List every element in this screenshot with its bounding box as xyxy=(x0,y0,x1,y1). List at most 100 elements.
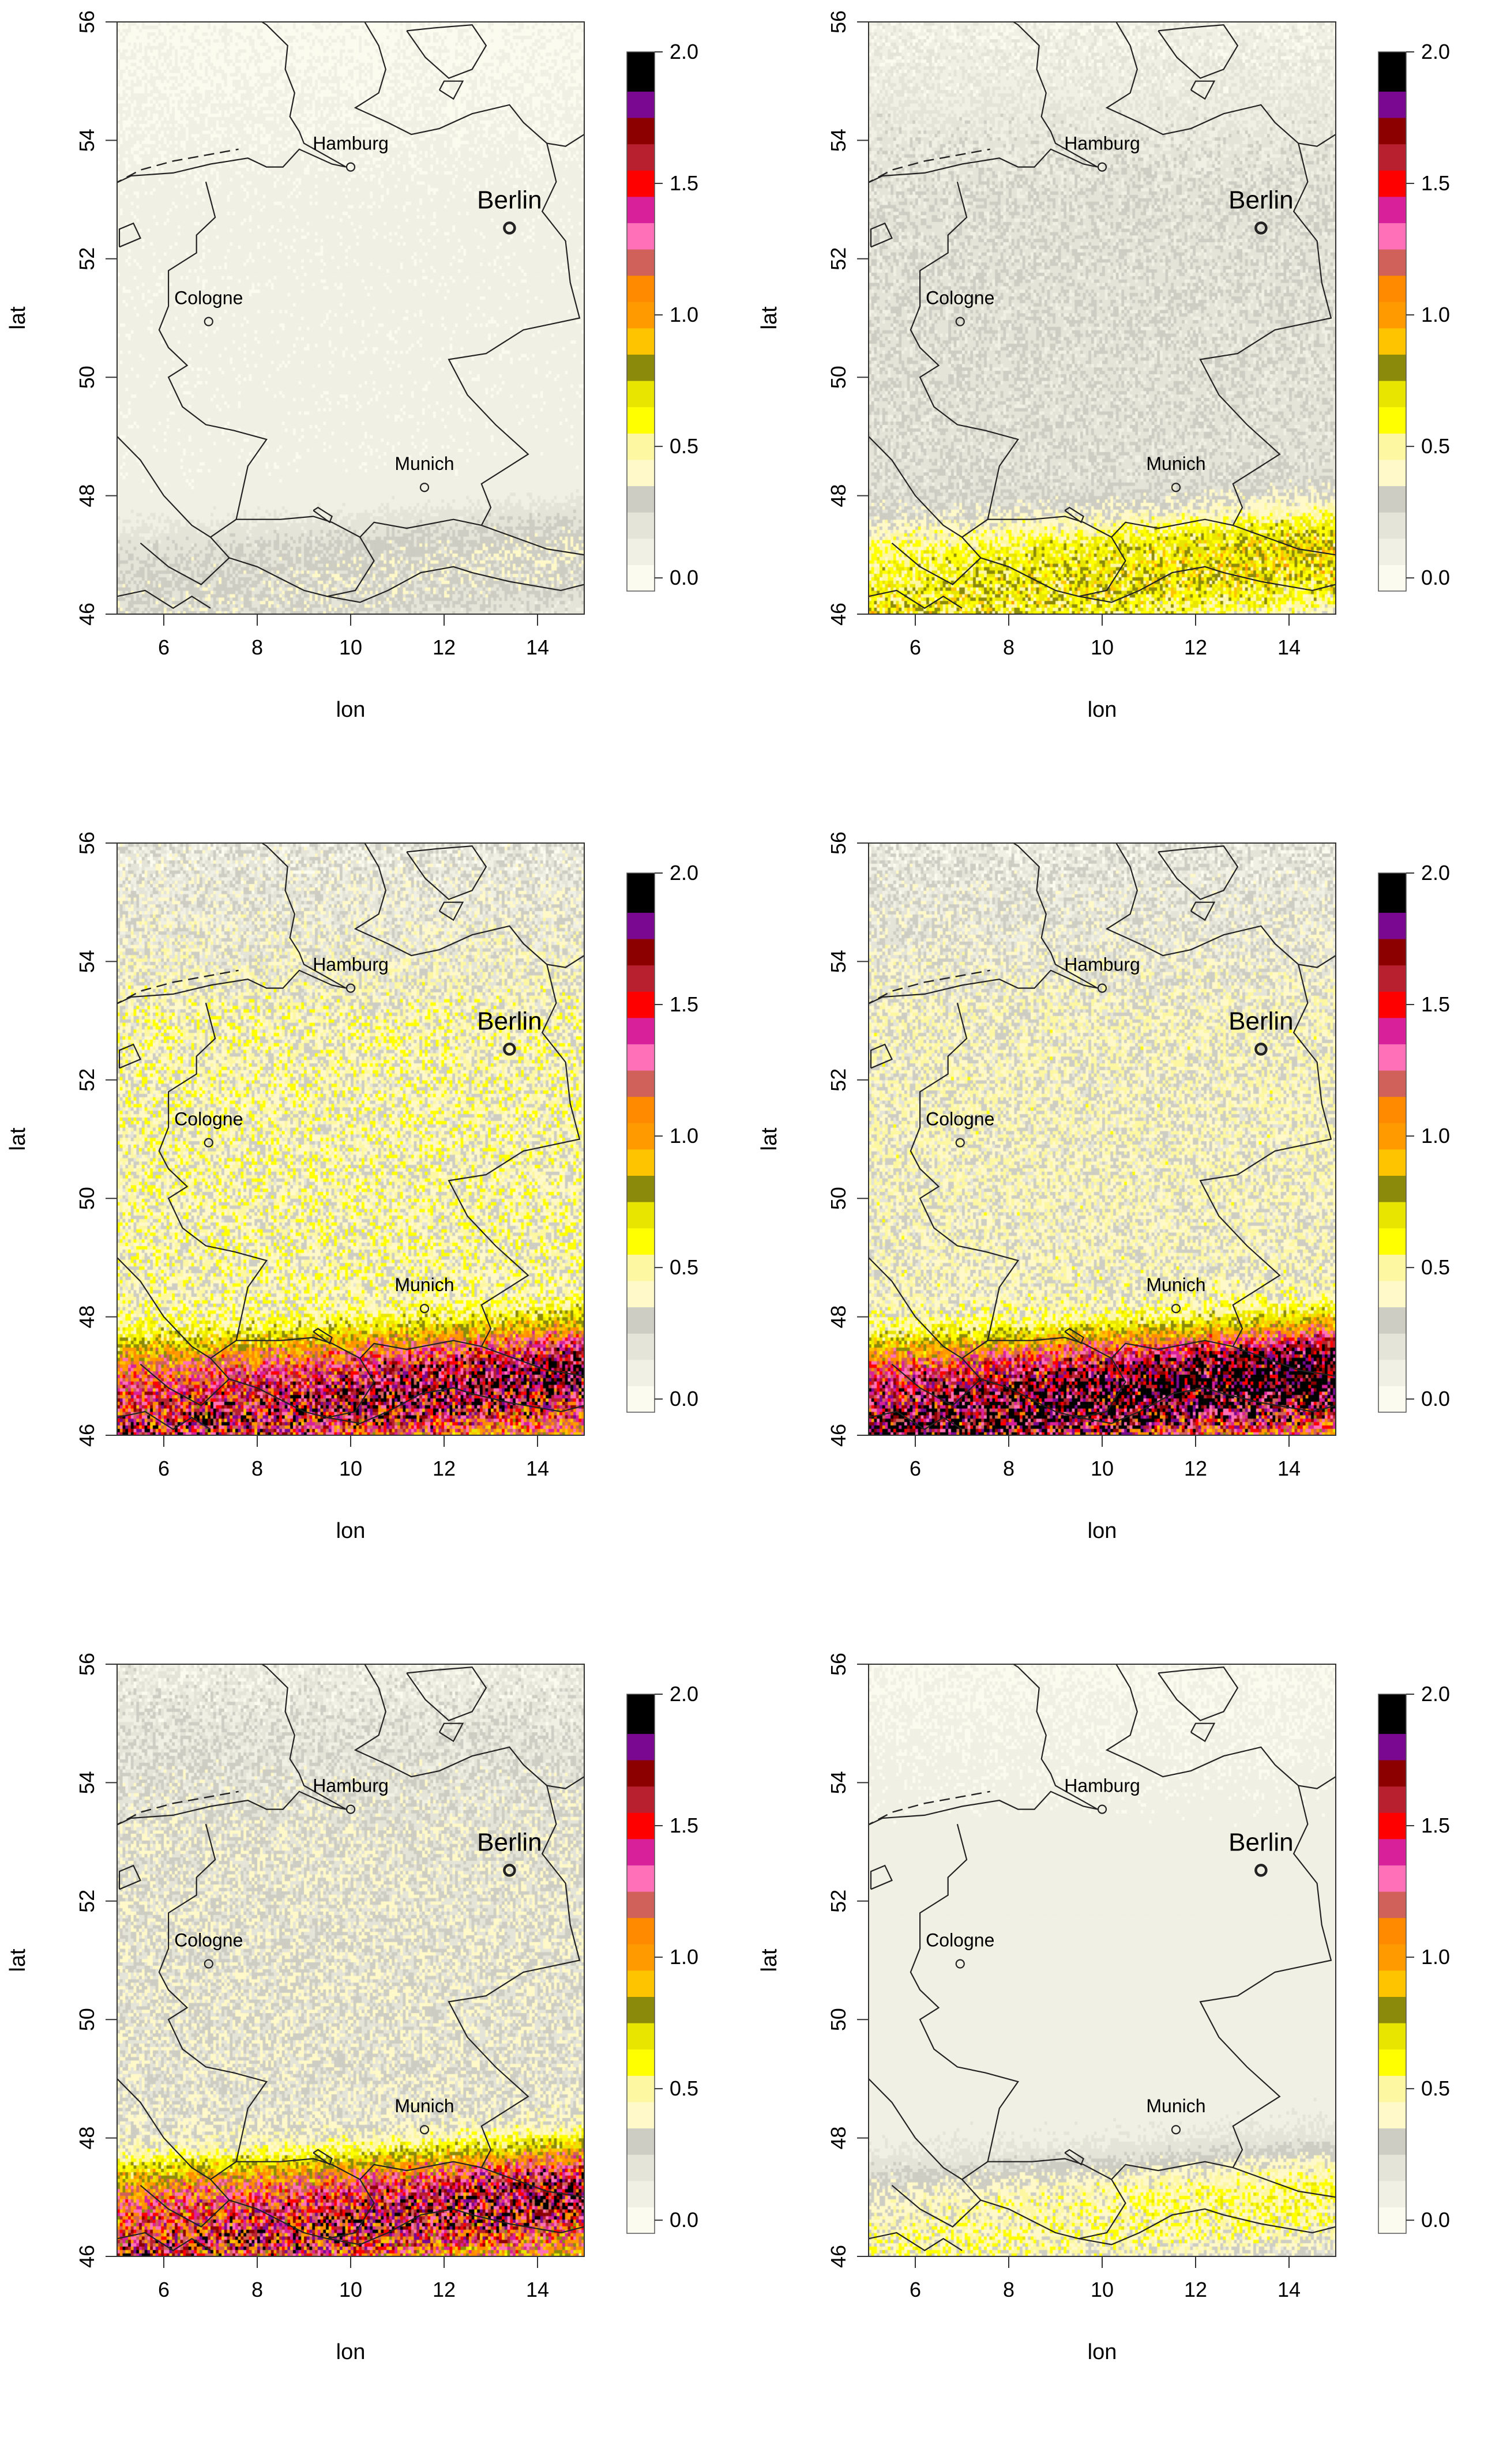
city-marker xyxy=(345,162,356,172)
legend-swatch xyxy=(627,1070,655,1097)
legend-swatch xyxy=(627,1733,655,1760)
coastline xyxy=(869,1664,1098,1826)
legend-swatch xyxy=(1378,1070,1406,1097)
city-label: Cologne xyxy=(174,1930,243,1951)
country-border xyxy=(210,2179,375,2240)
legend-frame xyxy=(626,872,655,1413)
city-label: Berlin xyxy=(477,186,542,214)
country-border xyxy=(158,143,581,538)
legend-swatch xyxy=(1378,407,1406,434)
city-label: Cologne xyxy=(174,288,243,309)
x-tick-label: 12 xyxy=(1184,2278,1207,2301)
legend-swatch xyxy=(1378,302,1406,329)
map-panel-5: Hamburg Berlin Cologne Munich 6 8 10 12 14 46 48 50… xyxy=(0,1642,752,2463)
legend-swatch xyxy=(627,381,655,408)
city-label: Hamburg xyxy=(1064,954,1140,975)
legend-swatch xyxy=(627,118,655,145)
legend-swatch xyxy=(627,1202,655,1229)
x-tick-label: 14 xyxy=(1277,635,1301,659)
legend-swatch xyxy=(627,1307,655,1334)
x-tick-label: 6 xyxy=(158,2278,170,2301)
city-label: Cologne xyxy=(926,288,994,309)
y-tick-label: 46 xyxy=(75,1424,99,1447)
city-label: Berlin xyxy=(1228,186,1294,214)
legend-swatch xyxy=(627,912,655,939)
legend-swatch xyxy=(1378,565,1406,592)
legend-swatch xyxy=(627,1044,655,1071)
y-axis-label: lat xyxy=(757,306,781,330)
country-border xyxy=(140,1363,230,1406)
country-border xyxy=(117,2078,237,2180)
x-tick-label: 8 xyxy=(251,2278,263,2301)
y-tick-label: 46 xyxy=(826,603,850,626)
legend-tick-label: 1.0 xyxy=(670,303,698,326)
legend-swatch xyxy=(1378,459,1406,487)
city-label: Munich xyxy=(1146,453,1205,474)
legend-swatch xyxy=(1378,2154,1406,2181)
sea-boundary xyxy=(869,1790,990,1826)
city-marker xyxy=(503,1043,516,1056)
legend-swatch xyxy=(627,1254,655,1281)
lake-outline xyxy=(1064,506,1084,524)
legend-swatch xyxy=(627,565,655,592)
legend-swatch xyxy=(1378,965,1406,992)
map-panel-4: Hamburg Berlin Cologne Munich 6 8 10 12 14 46 48 50… xyxy=(752,821,1503,1642)
map-panel-2: Hamburg Berlin Cologne Munich 6 8 10 12 14 46 48 50… xyxy=(752,0,1503,821)
x-tick-label: 6 xyxy=(910,1457,921,1480)
y-tick-label: 48 xyxy=(75,484,99,507)
country-border xyxy=(869,2078,989,2180)
city-label: Munich xyxy=(1146,2096,1205,2116)
x-tick-label: 14 xyxy=(526,2278,549,2301)
y-tick-label: 56 xyxy=(75,832,99,855)
lake-outline xyxy=(118,1864,141,1890)
legend-tick-label: 2.0 xyxy=(670,40,698,63)
city-marker xyxy=(204,317,213,326)
y-tick-label: 52 xyxy=(75,1890,99,1913)
legend-swatch xyxy=(627,1970,655,1997)
legend-swatch xyxy=(1378,538,1406,565)
legend-tick-label: 1.5 xyxy=(670,171,698,195)
legend-swatch xyxy=(1378,354,1406,381)
legend-swatch xyxy=(627,459,655,487)
legend-swatch xyxy=(1378,1944,1406,1971)
legend-swatch xyxy=(1378,1017,1406,1044)
legend-swatch xyxy=(1378,1970,1406,1997)
legend-swatch xyxy=(1378,1786,1406,1813)
y-tick-label: 48 xyxy=(826,1306,850,1329)
country-border xyxy=(327,1387,584,1424)
map-panel-6: Hamburg Berlin Cologne Munich 6 8 10 12 14 46 48 50… xyxy=(752,1642,1503,2463)
legend-tick-label: 2.0 xyxy=(1421,861,1450,885)
map-overlay: Hamburg Berlin Cologne Munich 6 8 10 12 14 46 48 50… xyxy=(757,10,1450,722)
legend-tick-label: 1.0 xyxy=(670,1124,698,1148)
legend-swatch xyxy=(1378,1812,1406,1839)
coastline xyxy=(354,22,584,147)
y-axis-label: lat xyxy=(6,1948,30,1972)
city-marker xyxy=(503,221,516,235)
legend-swatch xyxy=(627,354,655,381)
legend-tick-label: 1.5 xyxy=(670,992,698,1016)
legend-swatch xyxy=(1378,1175,1406,1202)
legend-tick-label: 0.5 xyxy=(670,2076,698,2100)
legend-swatch xyxy=(1378,52,1406,92)
legend-tick-label: 1.0 xyxy=(1421,1945,1450,1969)
coastline xyxy=(406,24,487,79)
x-tick-label: 6 xyxy=(158,635,170,659)
country-border xyxy=(140,542,230,585)
legend-swatch xyxy=(627,275,655,302)
legend-swatch xyxy=(627,1917,655,1944)
coastline xyxy=(869,843,1098,1005)
city-marker xyxy=(345,983,356,993)
map-overlay: Hamburg Berlin Cologne Munich 6 8 10 12 14 46 48 50… xyxy=(6,832,698,1543)
heatmap-raster xyxy=(117,1664,584,2256)
legend-swatch xyxy=(1378,1228,1406,1255)
legend-swatch xyxy=(627,1944,655,1971)
heatmap-raster xyxy=(869,22,1336,614)
y-tick-label: 46 xyxy=(826,2245,850,2268)
city-label: Berlin xyxy=(1228,1828,1294,1856)
coastline xyxy=(1158,1666,1239,1721)
country-border xyxy=(910,964,1332,1359)
legend-frame xyxy=(1378,51,1407,592)
country-border xyxy=(117,436,237,538)
city-label: Munich xyxy=(394,453,454,474)
legend-swatch xyxy=(627,512,655,539)
